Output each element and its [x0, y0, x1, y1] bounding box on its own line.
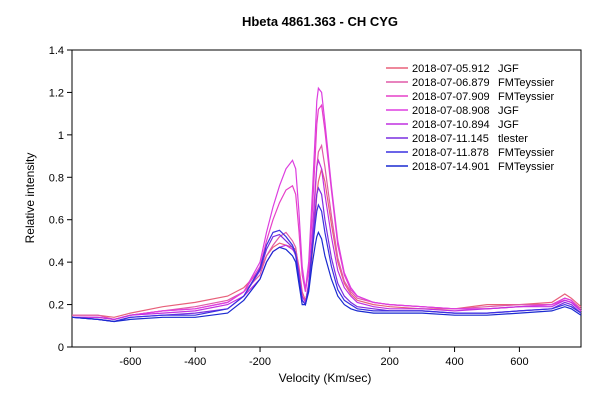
series-layer: [71, 86, 582, 323]
y-tick-label: 0.6: [49, 215, 64, 227]
legend-date: 2018-07-10.894: [412, 119, 490, 131]
series-line-2018-07-10.894: [72, 158, 582, 321]
legend-date: 2018-07-07.909: [412, 91, 490, 103]
x-tick-label: 600: [510, 356, 528, 368]
y-tick-label: 0.2: [49, 300, 64, 312]
x-tick-label: 400: [445, 356, 463, 368]
series-line-2018-07-11.878: [71, 203, 582, 323]
x-axis-ticks: -600 -400 -200 200 400 600: [119, 347, 529, 368]
series-line-2018-07-08.908: [72, 86, 582, 321]
legend-observer: FMTeyssier: [498, 77, 555, 89]
x-axis-label: Velocity (Km/sec): [279, 371, 372, 385]
legend-observer: tlester: [498, 133, 528, 145]
y-tick-label: 1.4: [49, 45, 64, 57]
y-tick-label: 0.4: [49, 257, 64, 269]
legend-observer: FMTeyssier: [498, 91, 555, 103]
legend-date: 2018-07-08.908: [412, 105, 490, 117]
y-tick-label: 0.8: [49, 172, 64, 184]
legend-observer: JGF: [498, 105, 519, 117]
y-tick-label: 1: [58, 130, 64, 142]
legend-date: 2018-07-05.912: [412, 63, 490, 75]
x-tick-label: -400: [184, 356, 206, 368]
y-axis-label: Relative intensity: [23, 153, 37, 244]
y-axis-ticks: 0 0.2 0.4 0.6 0.8 1 1.2 1.4: [49, 45, 72, 354]
legend-observer: FMTeyssier: [498, 147, 555, 159]
series-line-2018-07-14.901: [71, 230, 582, 323]
legend-date: 2018-07-06.879: [412, 77, 490, 89]
legend: 2018-07-05.912 JGF 2018-07-06.879 FMTeyssie…: [386, 63, 555, 173]
y-tick-label: 0: [58, 342, 64, 354]
x-tick-label: -600: [119, 356, 141, 368]
chart-title: Hbeta 4861.363 - CH CYG: [242, 14, 398, 29]
legend-observer: JGF: [498, 63, 519, 75]
legend-date: 2018-07-14.901: [412, 161, 490, 173]
x-tick-label: 200: [381, 356, 399, 368]
plot-frame: [71, 49, 582, 348]
legend-observer: JGF: [498, 119, 519, 131]
legend-date: 2018-07-11.145: [412, 133, 489, 145]
legend-date: 2018-07-11.878: [412, 147, 489, 159]
y-tick-label: 1.2: [49, 87, 64, 99]
legend-observer: FMTeyssier: [498, 161, 555, 173]
x-tick-label: -200: [249, 356, 271, 368]
